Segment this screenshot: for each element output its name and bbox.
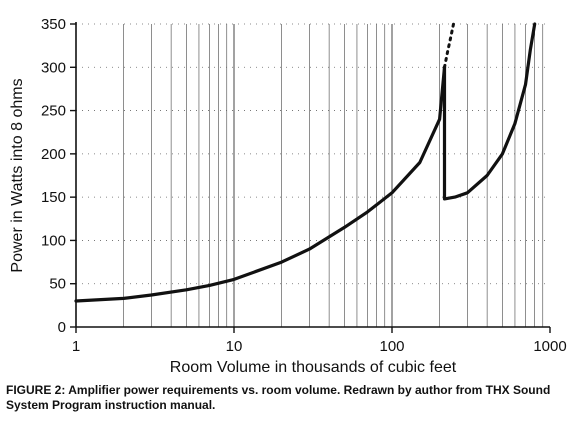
y-tick-label: 300 [41,59,66,76]
x-tick-label: 1000 [533,338,566,355]
y-tick-label: 350 [41,16,66,33]
series-line-2 [442,22,537,201]
y-tick-label: 150 [41,189,66,206]
power-vs-volume-chart: 0 50 100 150 200 250 300 350 1 10 100 1000 Room Vol… [9,16,567,376]
y-axis-label: Power in Watts into 8 ohms [9,78,26,272]
y-tick-label: 0 [58,319,66,336]
series-line-3 [443,22,455,69]
x-tick-label: 1 [72,338,80,355]
tick-labels: 0 50 100 150 200 250 300 350 1 10 100 1000 [41,16,567,355]
x-tick-label: 10 [226,338,243,355]
grid [75,23,550,327]
x-axis-label: Room Volume in thousands of cubic feet [170,359,457,376]
figure-caption: FIGURE 2: Amplifier power requirements v… [6,383,551,412]
series-line-1 [74,65,447,303]
y-tick-label: 250 [41,103,66,120]
series-group [74,22,537,303]
x-tick-label: 100 [379,338,404,355]
y-tick-label: 50 [49,276,66,293]
axes [70,22,551,333]
y-tick-label: 100 [41,232,66,249]
y-tick-label: 200 [41,146,66,163]
